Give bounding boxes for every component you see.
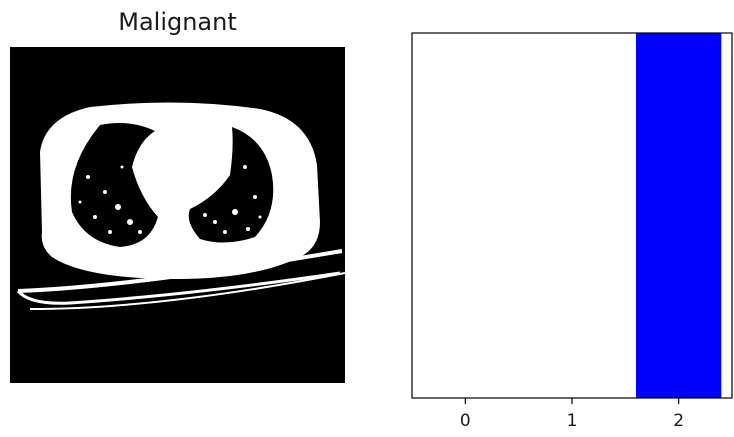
- image-title: Malignant: [118, 8, 237, 36]
- x-tick-label-1: 1: [567, 411, 578, 431]
- bar-chart: 0 1 2: [411, 32, 733, 431]
- x-tick-label-0: 0: [460, 411, 471, 431]
- bars-layer: [636, 33, 722, 398]
- x-tick-label-2: 2: [673, 411, 684, 431]
- ct-table-band-lower: [29, 272, 345, 310]
- bar-2: [636, 33, 722, 398]
- ct-left-lung: [70, 123, 158, 247]
- ct-scan-image: [10, 47, 345, 383]
- x-ticks-layer: 0 1 2: [460, 398, 684, 431]
- ct-right-lung: [188, 127, 274, 243]
- ct-table-band-outer: [17, 249, 343, 293]
- ct-lung-texture: [78, 165, 262, 234]
- ct-table-band-inner: [16, 271, 341, 305]
